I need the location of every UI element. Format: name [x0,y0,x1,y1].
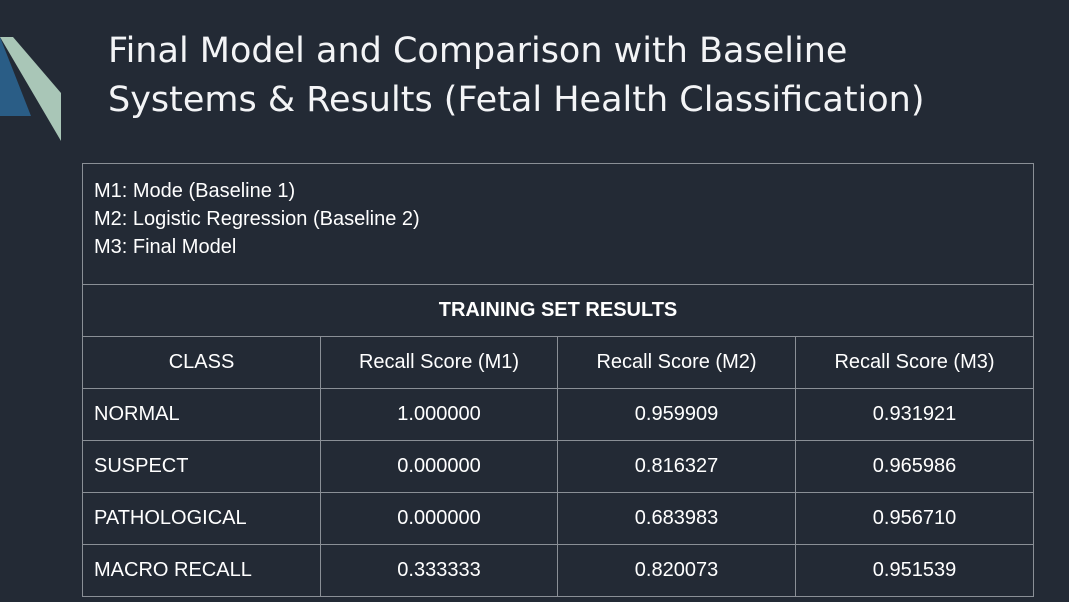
recall-m3-cell: 0.965986 [794,440,1035,493]
recall-m1-cell: 1.000000 [320,388,558,441]
recall-m2-cell: 0.959909 [557,388,796,441]
slide-title-line-2: Systems & Results (Fetal Health Classifi… [108,80,925,120]
recall-m1-cell: 0.000000 [320,440,558,493]
corner-accent-shape [0,37,61,141]
section-heading: TRAINING SET RESULTS [81,284,1035,337]
section-row: TRAINING SET RESULTS [81,284,1035,337]
legend-row: M1: Mode (Baseline 1) M2: Logistic Regre… [81,163,1035,285]
recall-m2-cell: 0.683983 [557,492,796,545]
recall-m3-cell: 0.951539 [794,544,1035,597]
slide-title: Final Model and Comparison with Baseline… [108,27,1068,125]
class-cell: PATHOLOGICAL [82,492,321,545]
column-header-m2: Recall Score (M2) [557,336,796,389]
legend-item-m1: M1: Mode (Baseline 1) [94,180,296,202]
column-header-m1: Recall Score (M1) [320,336,558,389]
results-table: M1: Mode (Baseline 1) M2: Logistic Regre… [81,163,1035,597]
column-header-class: CLASS [82,336,321,389]
header-row: CLASS Recall Score (M1) Recall Score (M2… [82,336,1035,389]
recall-m2-cell: 0.820073 [557,544,796,597]
dark-accent-triangle [0,37,31,116]
model-legend: M1: Mode (Baseline 1) M2: Logistic Regre… [81,163,1035,285]
class-cell: NORMAL [82,388,321,441]
slide-title-line-1: Final Model and Comparison with Baseline [108,31,848,71]
class-cell: SUSPECT [82,440,321,493]
legend-item-m2: M2: Logistic Regression (Baseline 2) [94,208,420,230]
recall-m3-cell: 0.931921 [794,388,1035,441]
class-cell: MACRO RECALL [82,544,321,597]
recall-m3-cell: 0.956710 [794,492,1035,545]
recall-m1-cell: 0.333333 [320,544,558,597]
table-row: NORMAL 1.000000 0.959909 0.931921 [82,388,1035,441]
legend-item-m3: M3: Final Model [94,236,237,258]
table-row: SUSPECT 0.000000 0.816327 0.965986 [82,440,1035,493]
recall-m2-cell: 0.816327 [557,440,796,493]
table-row: MACRO RECALL 0.333333 0.820073 0.951539 [82,544,1035,597]
column-header-m3: Recall Score (M3) [794,336,1035,389]
table-row: PATHOLOGICAL 0.000000 0.683983 0.956710 [82,492,1035,545]
recall-m1-cell: 0.000000 [320,492,558,545]
light-accent-band [0,37,61,141]
